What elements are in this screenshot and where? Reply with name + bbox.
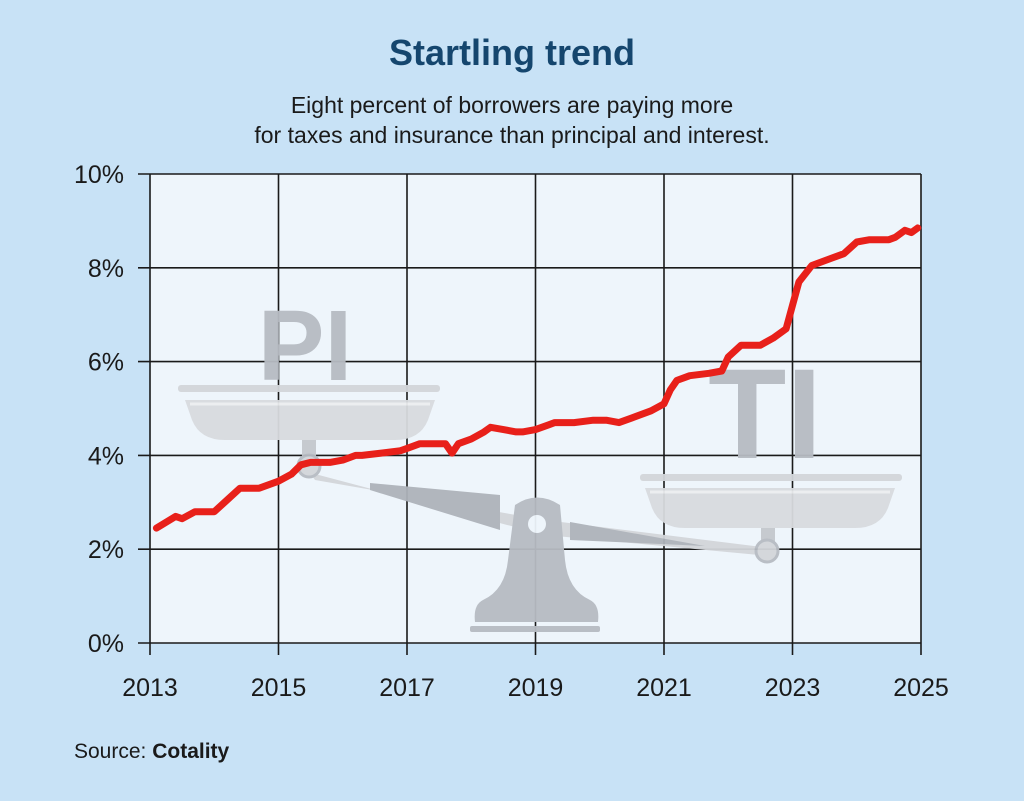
- scale-base: [474, 497, 599, 622]
- y-tick-label: 6%: [88, 349, 124, 377]
- source-name: Cotality: [152, 740, 230, 763]
- chart-subtitle: Eight percent of borrowers are paying mo…: [0, 90, 1024, 150]
- right-pivot: [754, 538, 780, 564]
- y-tick-label: 8%: [88, 255, 124, 283]
- y-tick-label: 0%: [88, 630, 124, 658]
- right-pan-rim: [640, 474, 902, 481]
- series-line: [152, 224, 922, 532]
- x-tick-label: 2025: [893, 674, 949, 702]
- tick-labels: 0% 2% 4% 6% 8% 10% 2013 2015 2017 2019 2021 2023 202…: [74, 161, 949, 702]
- x-tick-label: 2013: [122, 674, 178, 702]
- y-tick-label: 4%: [88, 442, 124, 470]
- left-pan: [185, 400, 435, 440]
- pi-label: PI: [258, 290, 352, 402]
- x-tick-label: 2023: [765, 674, 821, 702]
- scale-foot: [470, 626, 600, 632]
- x-tick-label: 2015: [251, 674, 307, 702]
- right-pan-stem: [761, 528, 775, 542]
- balance-scale-illustration: PI TI: [178, 290, 902, 632]
- y-tick-label: 10%: [74, 161, 124, 189]
- scale-beam: [300, 458, 770, 556]
- y-tick-label: 2%: [88, 536, 124, 564]
- x-tick-label: 2019: [508, 674, 564, 702]
- x-tick-label: 2021: [636, 674, 692, 702]
- right-pan: [645, 488, 895, 528]
- chart-title: Startling trend: [388, 32, 635, 73]
- subtitle-line-1: Eight percent of borrowers are paying mo…: [290, 92, 734, 118]
- beam-shadow-right: [570, 522, 705, 546]
- left-pan-rim: [178, 385, 440, 392]
- source-note: Source: Cotality: [74, 740, 229, 764]
- x-tick-label: 2017: [379, 674, 435, 702]
- beam-shadow-left: [370, 483, 500, 530]
- base-pivot-hole: [528, 515, 546, 533]
- subtitle-line-2: for taxes and insurance than principal a…: [254, 122, 770, 148]
- source-label: Source:: [74, 740, 147, 763]
